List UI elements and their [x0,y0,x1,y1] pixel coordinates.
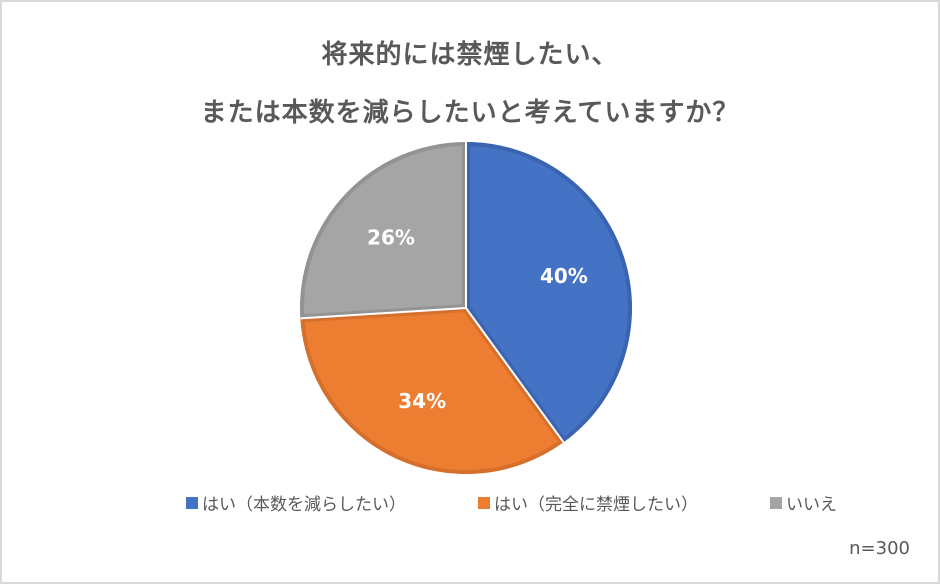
legend-swatch-orange [478,496,490,509]
chart-legend: はい（本数を減らしたい） はい（完全に禁煙したい） いいえ [0,490,940,515]
legend-label: いいえ [786,495,837,515]
slice-no [300,142,466,319]
legend-item-reduce: はい（本数を減らしたい） [186,490,406,515]
chart-title-line-1: 将来的には禁煙したい、 [321,40,619,70]
data-label: 34% [398,389,446,413]
legend-swatch-blue [186,496,198,509]
sample-size-note: n=300 [849,538,910,559]
slice-reduce [466,142,632,443]
legend-label: はい（完全に禁煙したい） [494,495,698,515]
legend-label: はい（本数を減らしたい） [202,495,406,515]
data-label: 40% [540,264,588,288]
legend-item-no: いいえ [770,490,837,515]
slice-quit [300,308,564,474]
legend-item-quit: はい（完全に禁煙したい） [478,490,698,515]
slice-separator [465,307,565,443]
chart-title-line-2: または本数を減らしたいと考えていますか？ [200,98,740,128]
data-label: 26% [367,226,415,250]
legend-swatch-gray [770,496,782,509]
slice-separator [300,307,467,320]
